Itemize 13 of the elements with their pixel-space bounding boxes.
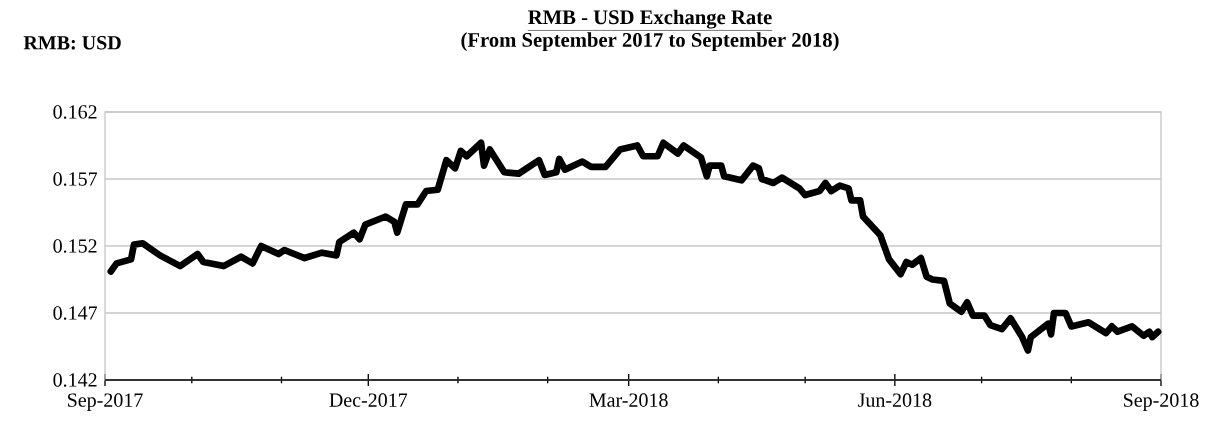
- chart-title: RMB - USD Exchange Rate: [528, 9, 772, 29]
- x-tick-label: Mar-2018: [589, 393, 668, 407]
- x-tick-label: Sep-2018: [1124, 393, 1199, 411]
- y-tick-label: 0.157: [53, 172, 98, 186]
- y-tick-label: 0.147: [53, 306, 98, 320]
- x-tick-label: Dec-2017: [329, 393, 408, 407]
- y-tick-label: 0.162: [53, 105, 97, 119]
- y-tick-label: 0.142: [53, 373, 97, 387]
- y-axis-title: RMB: USD: [23, 36, 121, 50]
- chart-subtitle: (From September 2017 to September 2018): [461, 32, 839, 52]
- y-tick-label: 0.152: [53, 239, 97, 253]
- x-tick-label: Jun-2018: [858, 393, 932, 407]
- x-tick-label: Sep-2017: [68, 393, 143, 411]
